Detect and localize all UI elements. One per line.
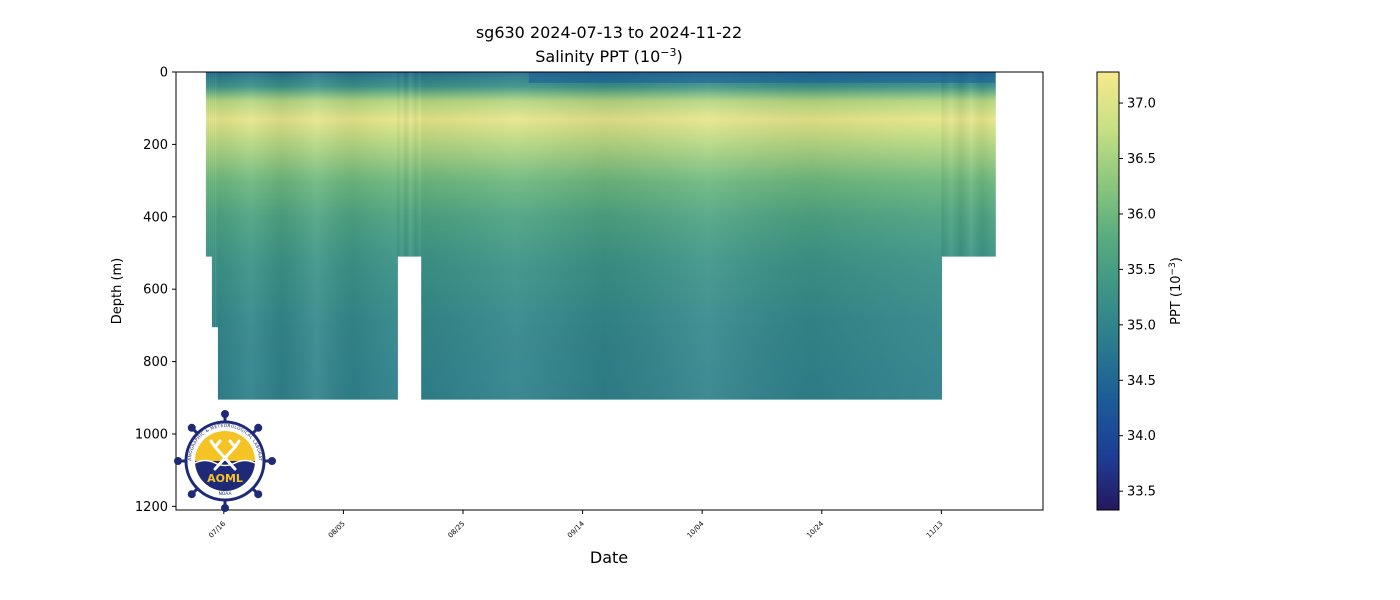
- x-axis: 07/16 08/05 08/25 09/14 10/04 10/24 11/13: [207, 510, 945, 540]
- x-tick-label: 11/13: [925, 520, 945, 540]
- plot-area: [205, 72, 996, 400]
- colorbar-tick-label: 37.0: [1127, 97, 1156, 112]
- x-tick-label: 09/14: [566, 519, 586, 539]
- colorbar-tick-label: 33.5: [1127, 485, 1156, 500]
- x-tick-label: 10/04: [686, 519, 706, 539]
- colorbar-ticks: 33.5 34.0 34.5 35.0 35.5 36.0 36.5 37.0: [1119, 97, 1156, 500]
- colorbar-tick-label: 35.5: [1127, 263, 1156, 278]
- x-tick-label: 08/05: [327, 520, 347, 540]
- y-tick-label: 200: [143, 138, 168, 153]
- y-tick-label: 0: [160, 66, 168, 81]
- salinity-texture-2: [211, 72, 219, 328]
- colorbar: [1096, 71, 1120, 511]
- x-tick-label: 07/16: [207, 519, 227, 539]
- salinity-texture-3: [217, 72, 398, 400]
- coral-icon: [209, 439, 241, 471]
- y-axis: 0 200 400 600 800 1000 1200: [135, 66, 176, 515]
- y-tick-label: 400: [143, 210, 168, 225]
- x-axis-label: Date: [590, 548, 628, 567]
- x-tick-label: 08/25: [446, 520, 466, 540]
- chart-title: sg630 2024-07-13 to 2024-11-22: [476, 23, 742, 42]
- chart-subtitle: Salinity PPT (10−3): [535, 46, 683, 66]
- salinity-texture-6: [941, 72, 996, 257]
- y-tick-label: 600: [143, 283, 168, 298]
- x-tick-label: 10/24: [805, 519, 825, 539]
- logo-bottom-text: NOAA: [218, 491, 232, 497]
- colorbar-tick-label: 35.0: [1127, 318, 1156, 333]
- logo-text: AOML: [207, 472, 243, 485]
- colorbar-label: PPT (10−3): [1168, 257, 1184, 325]
- colorbar-tick-label: 34.0: [1127, 429, 1156, 444]
- colorbar-tick-label: 34.5: [1127, 374, 1156, 389]
- aoml-logo: AOML OCEANOGRAPHIC & METEOROLOGICAL LABO…: [174, 410, 276, 512]
- salinity-texture-5: [421, 72, 942, 400]
- surface-fresh-layer: [528, 72, 996, 83]
- axes-frame: [175, 71, 1044, 511]
- colorbar-tick-label: 36.0: [1127, 207, 1156, 222]
- colorbar-tick-label: 36.5: [1127, 152, 1156, 167]
- y-tick-label: 1200: [135, 500, 168, 515]
- y-tick-label: 1000: [135, 427, 168, 442]
- y-tick-label: 800: [143, 355, 168, 370]
- salinity-texture-4: [397, 72, 422, 257]
- y-axis-label: Depth (m): [110, 258, 125, 325]
- salinity-texture-1: [205, 72, 213, 257]
